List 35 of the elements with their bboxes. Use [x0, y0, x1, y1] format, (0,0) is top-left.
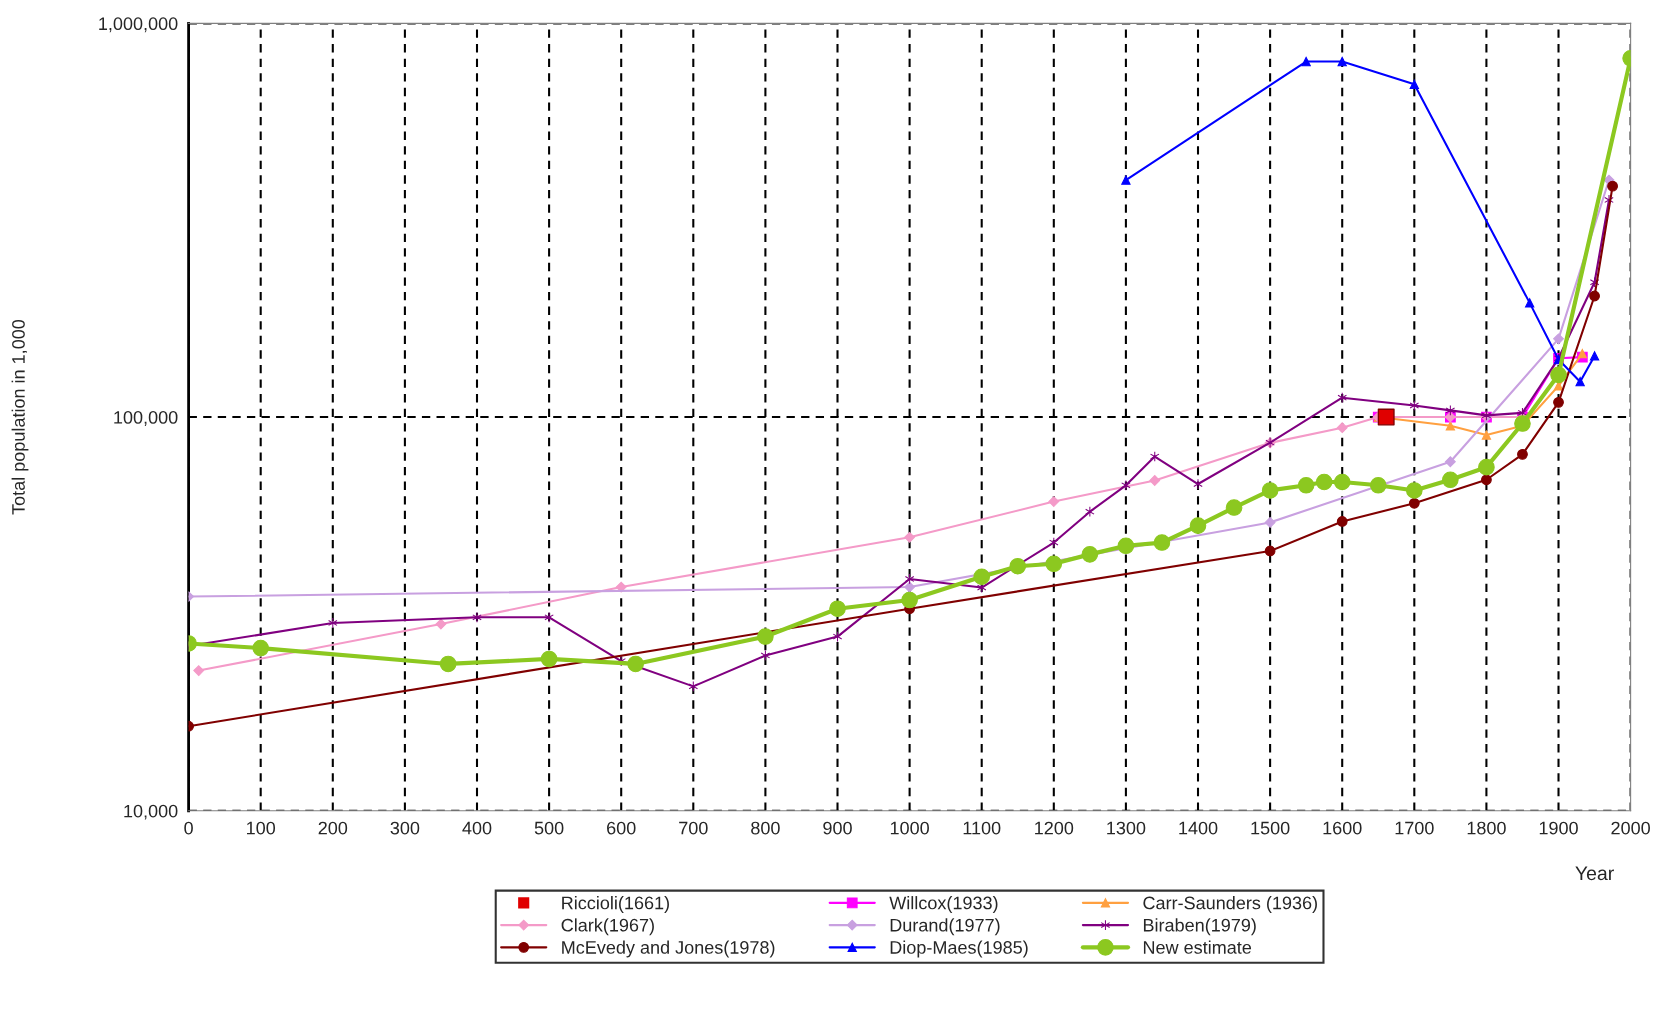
x-tick-label: 0	[184, 821, 193, 835]
x-tick-label: 400	[462, 821, 492, 835]
legend-label: New estimate	[1143, 940, 1252, 954]
x-axis-title: Year	[1575, 866, 1614, 881]
x-tick-label: 1100	[963, 821, 1001, 835]
x-tick-label: 1700	[1395, 821, 1434, 835]
legend-label: Durand(1977)	[890, 918, 1000, 936]
legend-label: Carr-Saunders (1936)	[1143, 896, 1317, 913]
x-tick-label: 900	[823, 821, 852, 835]
x-tick-label: 500	[534, 821, 564, 835]
x-tick-label: 1500	[1251, 821, 1290, 835]
x-tick-label: 1300	[1107, 821, 1146, 835]
x-tick-label: 300	[390, 821, 420, 835]
x-tick-label: 800	[751, 821, 780, 835]
legend-label: Biraben(1979)	[1143, 918, 1256, 936]
legend-label: Clark(1967)	[561, 918, 654, 936]
x-tick-label: 1600	[1323, 821, 1362, 835]
y-tick-label: 100,000	[114, 411, 178, 426]
legend-label: Willcox(1933)	[889, 896, 998, 913]
y-axis-title: Total population in 1,000	[11, 319, 29, 515]
x-tick-label: 1400	[1179, 821, 1218, 835]
x-tick-label: 200	[318, 821, 348, 835]
x-tick-label: 600	[607, 821, 636, 835]
x-tick-label: 1900	[1539, 821, 1578, 835]
x-tick-label: 700	[679, 821, 708, 835]
y-tick-label: 1,000,000	[99, 17, 178, 33]
legend-label: Diop-Maes(1985)	[890, 940, 1028, 958]
x-tick-label: 100	[247, 821, 276, 835]
x-tick-label: 1800	[1467, 821, 1506, 835]
x-tick-label: 1200	[1035, 821, 1074, 835]
legend-label: Riccioli(1661)	[562, 896, 669, 913]
x-tick-label: 2000	[1611, 821, 1650, 835]
legend-label: McEvedy and Jones(1978)	[562, 940, 775, 958]
y-tick-label: 10,000	[124, 804, 178, 820]
x-tick-label: 1000	[890, 821, 929, 835]
